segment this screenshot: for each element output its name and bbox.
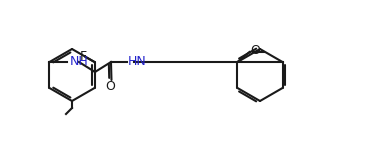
Text: F: F xyxy=(80,51,87,64)
Text: NH: NH xyxy=(70,55,88,68)
Text: O: O xyxy=(105,80,115,93)
Text: O: O xyxy=(250,44,260,58)
Text: HN: HN xyxy=(128,55,147,68)
